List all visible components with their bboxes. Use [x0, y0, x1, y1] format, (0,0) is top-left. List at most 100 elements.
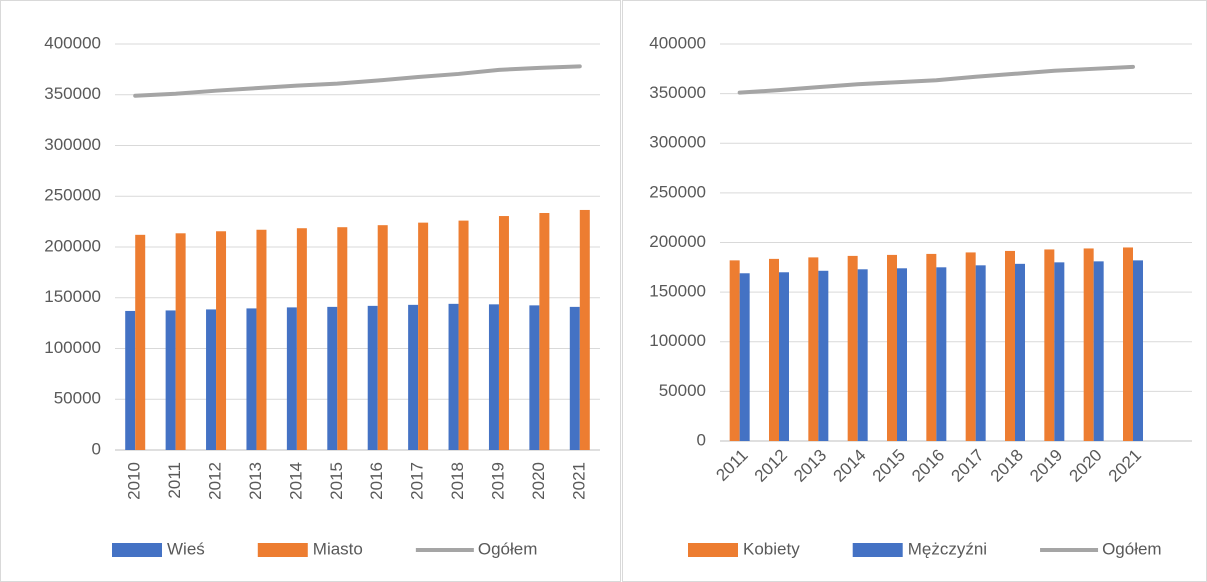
- y-tick-label: 100000: [649, 331, 706, 350]
- panel-right: [622, 0, 1207, 582]
- y-tick-label: 400000: [649, 33, 706, 52]
- bar: [1044, 249, 1055, 441]
- y-tick-label: 200000: [649, 232, 706, 251]
- bar: [739, 273, 750, 441]
- x-tick-label: 2011: [165, 462, 184, 499]
- bar: [779, 272, 789, 441]
- bar: [337, 227, 348, 450]
- x-tick-label: 2014: [286, 462, 305, 500]
- bar: [1123, 247, 1133, 441]
- x-tick-label: 2019: [1026, 446, 1066, 486]
- x-tick-label: 2019: [488, 462, 507, 500]
- bar: [175, 233, 186, 450]
- bar: [488, 304, 499, 450]
- x-tick-label: 2011: [712, 446, 751, 485]
- x-tick-label: 2018: [448, 462, 467, 500]
- legend-swatch: [688, 543, 738, 557]
- bar: [206, 309, 217, 450]
- x-tick-label: 2017: [408, 462, 427, 500]
- legend-label: Ogółem: [1102, 539, 1162, 558]
- y-tick-label: 350000: [649, 83, 706, 102]
- x-tick-label: 2013: [790, 446, 830, 486]
- bar: [975, 265, 986, 441]
- x-tick-label: 2018: [987, 446, 1027, 486]
- y-tick-label: 0: [697, 430, 706, 449]
- bar: [529, 305, 540, 450]
- y-tick-label: 50000: [659, 381, 706, 400]
- bar: [539, 212, 550, 450]
- x-tick-label: 2020: [1065, 446, 1105, 486]
- y-tick-label: 100000: [44, 338, 101, 357]
- x-tick-label: 2015: [327, 462, 346, 500]
- legend-swatch: [852, 543, 903, 557]
- bar: [327, 306, 338, 450]
- legend-label: Kobiety: [743, 539, 800, 558]
- x-tick-label: 2012: [751, 446, 791, 486]
- x-tick-label: 2013: [246, 462, 265, 500]
- x-tick-label: 2012: [206, 462, 225, 500]
- bar: [1093, 261, 1104, 441]
- legend-swatch: [257, 543, 308, 557]
- bar: [818, 270, 829, 441]
- x-tick-label: 2020: [529, 462, 548, 500]
- bar: [458, 220, 469, 450]
- bar: [377, 225, 388, 450]
- y-tick-label: 300000: [649, 133, 706, 152]
- y-tick-label: 0: [92, 439, 101, 458]
- bar: [847, 255, 858, 441]
- bar: [808, 257, 819, 441]
- y-tick-label: 250000: [44, 186, 101, 205]
- line-series: [133, 64, 582, 98]
- bar: [936, 267, 947, 441]
- bar: [418, 222, 429, 450]
- bar: [165, 310, 176, 450]
- bar: [1133, 260, 1143, 441]
- legend-label: Mężczyźni: [908, 539, 987, 558]
- bar: [448, 303, 459, 450]
- bar: [246, 308, 257, 450]
- x-tick-label: 2016: [367, 462, 386, 500]
- y-tick-label: 250000: [649, 182, 706, 201]
- bar: [769, 258, 779, 441]
- bar: [1015, 263, 1025, 441]
- bar: [408, 304, 419, 450]
- bar: [296, 228, 307, 450]
- bar: [135, 234, 146, 450]
- bar: [926, 253, 937, 441]
- y-tick-label: 350000: [44, 84, 101, 103]
- y-tick-label: 50000: [54, 389, 101, 408]
- y-tick-label: 150000: [44, 287, 101, 306]
- bar: [1083, 248, 1094, 441]
- bar: [216, 231, 227, 450]
- legend-label: Wieś: [167, 539, 205, 558]
- x-tick-label: 2021: [569, 462, 588, 500]
- y-tick-label: 200000: [44, 236, 101, 255]
- bar: [729, 260, 740, 441]
- x-tick-label: 2021: [1105, 446, 1145, 486]
- x-tick-label: 2010: [125, 462, 144, 500]
- bar: [367, 305, 378, 450]
- y-tick-label: 400000: [44, 33, 101, 52]
- bar: [286, 307, 297, 450]
- legend-label: Ogółem: [478, 539, 538, 558]
- x-tick-label: 2017: [947, 446, 987, 486]
- x-tick-label: 2016: [908, 446, 948, 486]
- bar: [1054, 262, 1065, 441]
- bar: [887, 254, 897, 441]
- bar: [579, 209, 590, 450]
- x-tick-label: 2015: [869, 446, 909, 486]
- bar: [965, 252, 976, 441]
- bar: [897, 268, 907, 441]
- line-series: [737, 64, 1135, 95]
- bar: [125, 310, 136, 450]
- y-tick-label: 150000: [649, 282, 706, 301]
- bar: [857, 269, 868, 441]
- y-tick-label: 300000: [44, 135, 101, 154]
- bar: [1005, 250, 1015, 441]
- bar: [256, 229, 267, 450]
- legend-swatch: [112, 543, 162, 557]
- bar: [569, 306, 580, 450]
- legend-label: Miasto: [313, 539, 363, 558]
- x-tick-label: 2014: [829, 446, 869, 486]
